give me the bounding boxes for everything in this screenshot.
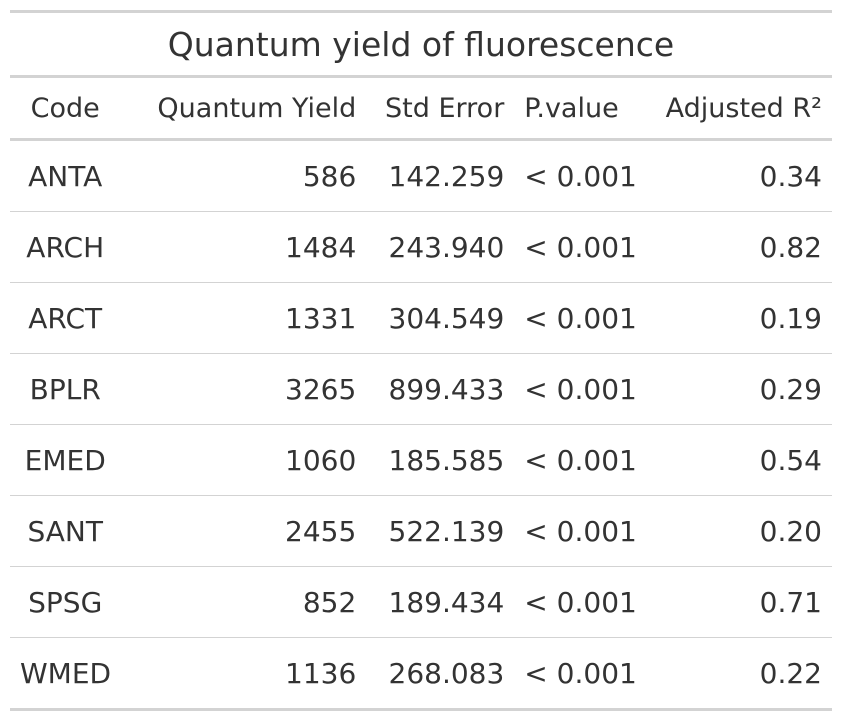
cell-p-value: < 0.001 [514, 353, 649, 425]
cell-p-value: < 0.001 [514, 495, 649, 567]
cell-std-error: 522.139 [366, 495, 515, 567]
column-header-std-error: Std Error [366, 76, 515, 141]
cell-code: SANT [10, 495, 121, 567]
table-row: ANTA 586 142.259 < 0.001 0.34 [10, 140, 832, 212]
cell-std-error: 243.940 [366, 211, 515, 283]
cell-adjusted-r2: 0.71 [648, 566, 832, 638]
table-row: SANT 2455 522.139 < 0.001 0.20 [10, 495, 832, 567]
table-body: ANTA 586 142.259 < 0.001 0.34 ARCH 1484 … [10, 140, 832, 710]
data-table: Quantum yield of fluorescence Code Quant… [10, 10, 832, 711]
cell-p-value: < 0.001 [514, 282, 649, 354]
cell-quantum-yield: 1060 [120, 424, 367, 496]
header-row: Code Quantum Yield Std Error P.value Adj… [10, 76, 832, 141]
cell-std-error: 189.434 [366, 566, 515, 638]
cell-adjusted-r2: 0.22 [648, 637, 832, 710]
cell-std-error: 268.083 [366, 637, 515, 710]
table-container: Quantum yield of fluorescence Code Quant… [10, 10, 832, 711]
column-header-quantum-yield: Quantum Yield [120, 76, 367, 141]
cell-quantum-yield: 586 [302, 159, 357, 193]
cell-code: WMED [10, 637, 121, 710]
cell-p-value: < 0.001 [514, 424, 649, 496]
cell-adjusted-r2: 0.20 [648, 495, 832, 567]
cell-code: SPSG [10, 566, 121, 638]
title-row: Quantum yield of fluorescence [10, 11, 832, 78]
cell-adjusted-r2: 0.82 [648, 211, 832, 283]
column-header-code: Code [10, 76, 121, 141]
cell-quantum-yield: 2455 [120, 495, 367, 567]
table-row: ARCT 1331 304.549 < 0.001 0.19 [10, 282, 832, 354]
cell-std-error: 899.433 [366, 353, 515, 425]
cell-code: EMED [10, 424, 121, 496]
cell-adjusted-r2: 0.19 [648, 282, 832, 354]
cell-code: BPLR [10, 353, 121, 425]
cell-code: ANTA [28, 159, 103, 193]
cell-quantum-yield: 1136 [120, 637, 367, 710]
cell-adjusted-r2: 0.34 [759, 159, 822, 193]
cell-quantum-yield: 1484 [120, 211, 367, 283]
cell-std-error: 142.259 [388, 159, 505, 193]
cell-quantum-yield: 852 [120, 566, 367, 638]
table-row: ARCH 1484 243.940 < 0.001 0.82 [10, 211, 832, 283]
cell-code: ARCT [10, 282, 121, 354]
table-row: SPSG 852 189.434 < 0.001 0.71 [10, 566, 832, 638]
table-row: EMED 1060 185.585 < 0.001 0.54 [10, 424, 832, 496]
cell-quantum-yield: 1331 [120, 282, 367, 354]
table-row: BPLR 3265 899.433 < 0.001 0.29 [10, 353, 832, 425]
cell-p-value: < 0.001 [524, 159, 637, 193]
cell-quantum-yield: 3265 [120, 353, 367, 425]
cell-p-value: < 0.001 [514, 211, 649, 283]
cell-std-error: 304.549 [366, 282, 515, 354]
cell-adjusted-r2: 0.54 [648, 424, 832, 496]
table-row: WMED 1136 268.083 < 0.001 0.22 [10, 637, 832, 710]
column-header-p-value: P.value [514, 76, 649, 141]
table-title: Quantum yield of fluorescence [10, 11, 832, 78]
cell-p-value: < 0.001 [514, 566, 649, 638]
column-header-adjusted-r2: Adjusted R² [648, 76, 832, 141]
cell-std-error: 185.585 [366, 424, 515, 496]
cell-code: ARCH [10, 211, 121, 283]
cell-p-value: < 0.001 [514, 637, 649, 710]
cell-adjusted-r2: 0.29 [648, 353, 832, 425]
